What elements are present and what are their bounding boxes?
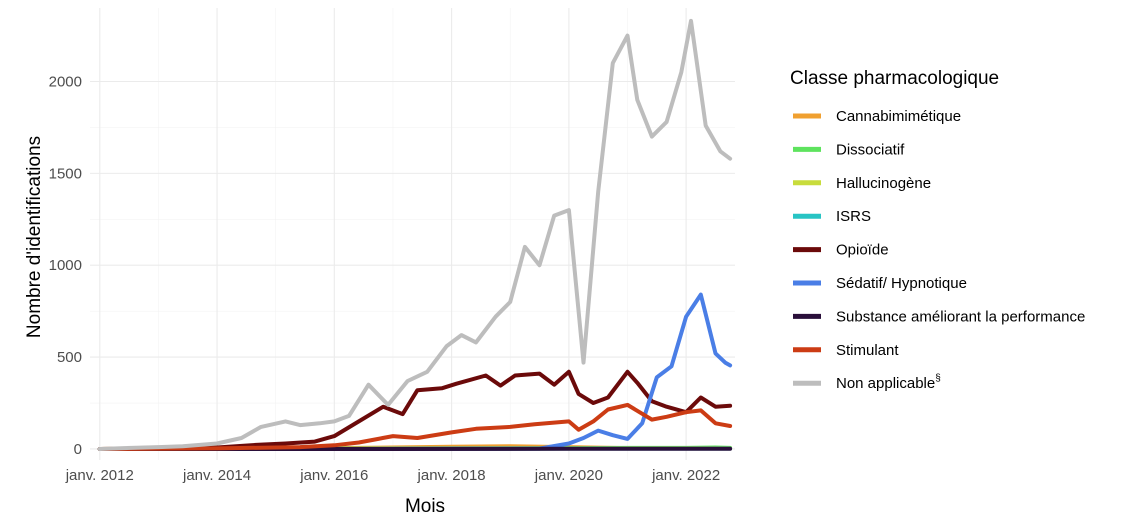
grid (90, 8, 735, 460)
series-lines (97, 18, 733, 451)
y-tick-label: 1000 (49, 257, 82, 274)
x-tick-label: janv. 2018 (417, 467, 486, 484)
y-axis-title: Nombre d'identifications (24, 136, 45, 338)
legend-label-opioide: Opioïde (836, 242, 889, 259)
series-line-opioide (97, 369, 733, 451)
legend-label-isrs: ISRS (836, 208, 871, 225)
legend-label-hallucinogene: Hallucinogène (836, 175, 931, 192)
y-tick-label: 1500 (49, 165, 82, 182)
x-tick-label: janv. 2020 (534, 467, 603, 484)
legend-label-sedatif-hypnotique: Sédatif/ Hypnotique (836, 275, 967, 292)
legend-label-cannabimimetique: Cannabimimétique (836, 108, 961, 125)
y-tick-label: 2000 (49, 73, 82, 90)
y-axis-tick-labels: 0 500 1000 1500 2000 (49, 73, 82, 457)
y-tick-label: 0 (74, 441, 82, 458)
legend-label-dissociatif: Dissociatif (836, 141, 905, 158)
series-line-non-applicable (97, 18, 733, 451)
legend-label-stimulant: Stimulant (836, 342, 899, 359)
x-axis-tick-labels: janv. 2012 janv. 2014 janv. 2016 janv. 2018… (65, 467, 720, 484)
legend: Classe pharmacologique Cannabimimétique D… (790, 68, 1085, 392)
series-line-stimulant (97, 402, 733, 451)
legend-items: Cannabimimétique Dissociatif Hallucinogène… (793, 108, 1085, 392)
x-tick-label: janv. 2016 (299, 467, 368, 484)
series-line-sedatif-hypnotique (97, 292, 733, 451)
legend-label-non-applicable: Non applicable§ (836, 373, 941, 392)
x-axis-title: Mois (405, 496, 445, 517)
y-tick-label: 500 (57, 349, 82, 366)
legend-title: Classe pharmacologique (790, 68, 999, 89)
x-tick-label: janv. 2022 (651, 467, 720, 484)
x-tick-label: janv. 2014 (182, 467, 251, 484)
legend-label-substance-ameliorant-la-performance: Substance améliorant la performance (836, 308, 1085, 325)
x-tick-label: janv. 2012 (65, 467, 134, 484)
legend-label-superscript: § (935, 373, 941, 384)
